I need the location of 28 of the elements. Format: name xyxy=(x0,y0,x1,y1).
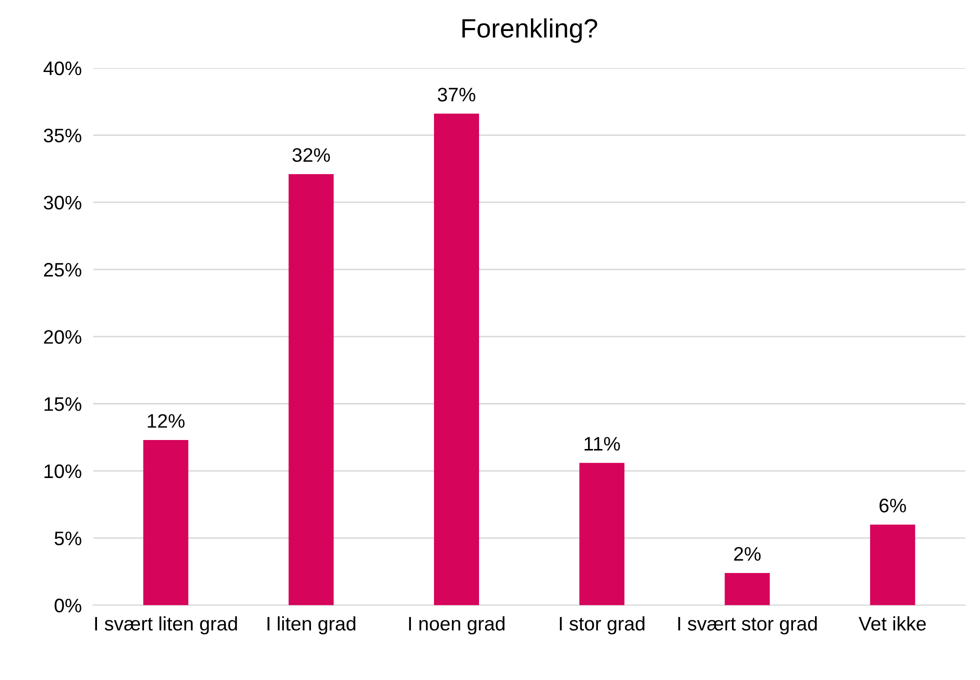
x-tick-label: I liten grad xyxy=(268,616,356,634)
x-tick-label: I svært liten grad xyxy=(95,616,237,634)
y-tick-label: 10% xyxy=(44,464,82,478)
data-label: 12% xyxy=(148,414,185,428)
bar xyxy=(724,572,770,606)
y-tick-label: 40% xyxy=(44,61,82,76)
x-tick-label: I stor grad xyxy=(560,616,644,634)
data-label: 37% xyxy=(438,88,476,102)
x-tick-label: I svært stor grad xyxy=(678,616,817,634)
bar xyxy=(434,114,480,606)
chart-title: Forenkling? xyxy=(462,18,598,43)
y-tick-label: 15% xyxy=(44,397,82,411)
x-tick-label: Vet ikke xyxy=(858,616,926,631)
y-tick-label: 0% xyxy=(54,598,82,612)
y-tick-label: 30% xyxy=(44,196,82,210)
bar xyxy=(143,440,188,606)
y-tick-label: 35% xyxy=(44,128,82,142)
y-tick-label: 5% xyxy=(54,532,82,546)
bar xyxy=(288,174,334,606)
x-tick-label: I noen grad xyxy=(409,616,504,634)
y-tick-label: 20% xyxy=(44,330,82,344)
bar xyxy=(579,462,624,606)
data-label: 11% xyxy=(584,436,620,451)
data-label: 32% xyxy=(292,148,330,162)
data-label: 2% xyxy=(734,547,761,561)
y-tick-label: 25% xyxy=(44,262,82,277)
bar xyxy=(870,524,916,606)
data-label: 6% xyxy=(880,498,906,512)
